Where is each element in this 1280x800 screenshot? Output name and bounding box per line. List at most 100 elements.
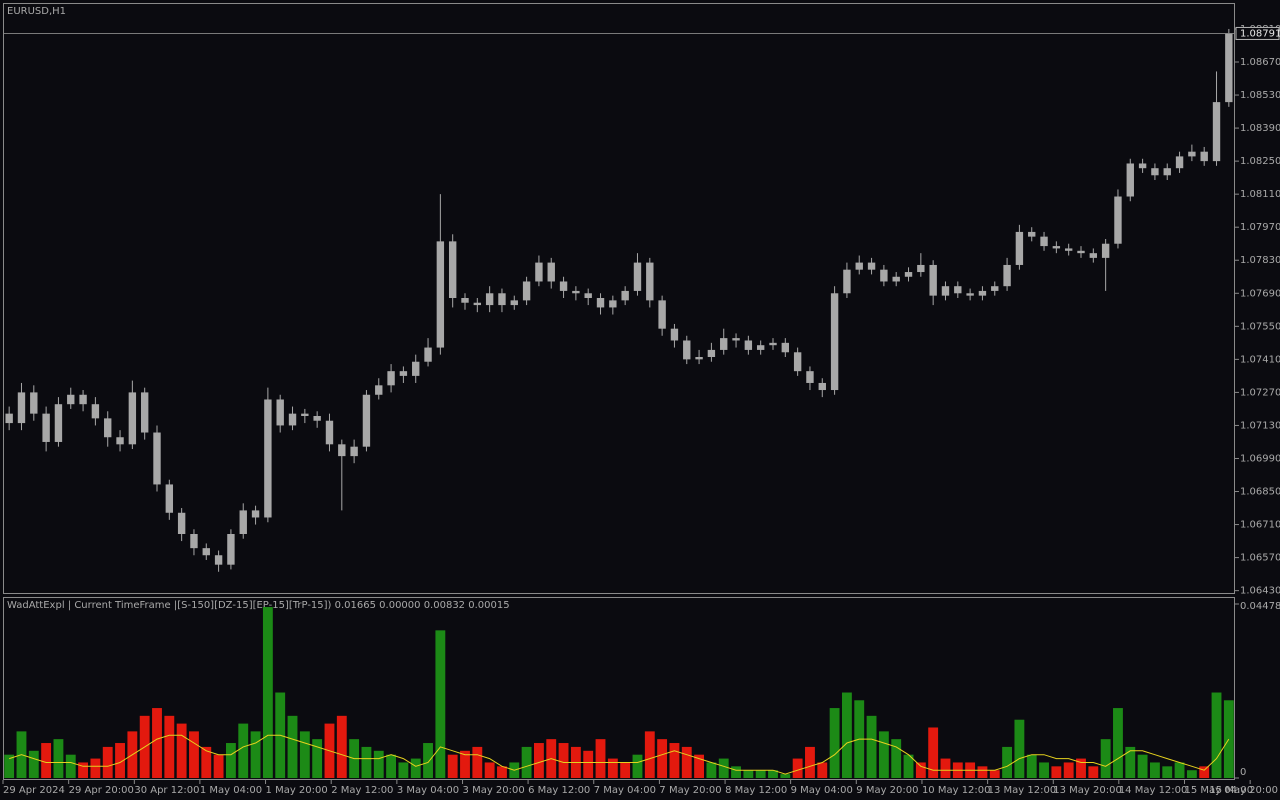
candle-body (830, 293, 839, 391)
histogram-bar (533, 743, 544, 778)
x-tick-label: 8 May 12:00 (725, 785, 787, 796)
candle-body (522, 281, 531, 301)
histogram-bar (176, 723, 187, 778)
histogram-bar (152, 708, 162, 778)
histogram-bar (1211, 692, 1222, 778)
candle-body (720, 338, 728, 350)
histogram-bar (989, 770, 1000, 778)
histogram-bar (681, 746, 692, 778)
x-tick-label: 9 May 04:00 (791, 785, 853, 796)
candle-body (1212, 102, 1221, 162)
candle-body (904, 272, 913, 277)
histogram-bar (1113, 708, 1123, 778)
candle-body (301, 413, 309, 416)
histogram-bar (718, 758, 729, 778)
candle-body (793, 352, 802, 372)
candle-body (350, 446, 358, 457)
histogram-bar (768, 770, 778, 778)
histogram-bar (521, 746, 532, 778)
candle-body (227, 534, 235, 565)
y-tick-label: 0 (1240, 767, 1246, 778)
candle-body (867, 262, 876, 270)
histogram-bar (583, 750, 594, 778)
x-tick-label: 1 May 04:00 (200, 785, 262, 796)
candle-body (609, 300, 617, 308)
candle-body (116, 437, 124, 445)
histogram-bar (669, 743, 680, 778)
histogram-bar (1002, 746, 1013, 778)
candle-body (264, 399, 272, 518)
candle-body (646, 262, 654, 301)
candle-body (140, 392, 149, 433)
signal-line (9, 734, 1230, 775)
candle-body (535, 262, 543, 282)
histogram-bar (915, 762, 926, 778)
candle-body (707, 349, 716, 357)
histogram-bar (805, 746, 815, 778)
histogram-bar (558, 743, 569, 778)
candle-body (1151, 168, 1159, 176)
histogram-bar (841, 692, 852, 778)
y-tick-label: 1.07270 (1240, 387, 1280, 398)
y-tick-label: 1.06710 (1240, 520, 1280, 531)
histogram-bar (28, 750, 39, 778)
candle-body (17, 392, 26, 424)
histogram-bar (644, 731, 655, 778)
candle-body (1101, 243, 1110, 258)
candle-body (412, 361, 420, 376)
candle-body (1138, 163, 1147, 169)
histogram-bar (164, 715, 175, 778)
candle-body (153, 432, 161, 485)
candle-body (1028, 231, 1036, 237)
y-tick-label: 1.07130 (1240, 420, 1280, 431)
x-tick-label: 3 May 04:00 (397, 785, 459, 796)
last-price-label: 1.08791 (1240, 28, 1280, 39)
candle-body (79, 394, 87, 405)
x-tick-label: 29 Apr 2024 (3, 785, 65, 796)
histogram-bar (423, 743, 433, 778)
x-tick-label: 29 Apr 20:00 (69, 785, 134, 796)
candle-body (892, 276, 900, 282)
candle-body (1077, 250, 1085, 254)
x-tick-label: 7 May 04:00 (594, 785, 656, 796)
histogram-bar (1186, 770, 1197, 778)
candle-body (584, 293, 592, 298)
candle-body (633, 262, 642, 291)
histogram-bar (1149, 762, 1160, 778)
candle-body (1114, 196, 1122, 244)
candle-body (485, 293, 494, 306)
y-tick-label: 1.07550 (1240, 321, 1280, 332)
x-tick-label: 9 May 20:00 (856, 785, 918, 796)
y-tick-label: 1.06570 (1240, 553, 1280, 564)
x-tick-label: 30 Apr 12:00 (134, 785, 199, 796)
indicator-title: WadAttExpl | Current TimeFrame |[S-150][… (7, 600, 510, 611)
histogram-bar (1063, 762, 1074, 778)
histogram-bar (607, 758, 618, 778)
candle-body (338, 444, 346, 457)
histogram-bar (361, 746, 372, 778)
candle-body (1052, 246, 1061, 249)
histogram-bar (780, 774, 791, 778)
indicator-panel-frame (3, 597, 1235, 780)
histogram-bar (1088, 766, 1099, 778)
candle-body (806, 371, 814, 383)
candle-body (1040, 236, 1048, 247)
candle-body (190, 534, 198, 549)
candle-body (1163, 168, 1171, 176)
y-tick-label: 1.08530 (1240, 90, 1280, 101)
candle-body (128, 392, 137, 445)
candle-body (1089, 253, 1098, 258)
x-tick-label: 15 May 20:00 (1209, 785, 1278, 796)
histogram-bar (213, 754, 224, 778)
candle-body (510, 300, 518, 306)
candle-body (436, 241, 445, 348)
candle-body (1003, 264, 1011, 287)
y-tick-label: 1.07970 (1240, 222, 1280, 233)
candle-body (1126, 163, 1134, 197)
candle-body (214, 555, 223, 565)
candle-body (177, 512, 186, 534)
histogram-bar (1174, 762, 1185, 778)
y-tick-label: 1.07410 (1240, 354, 1280, 365)
